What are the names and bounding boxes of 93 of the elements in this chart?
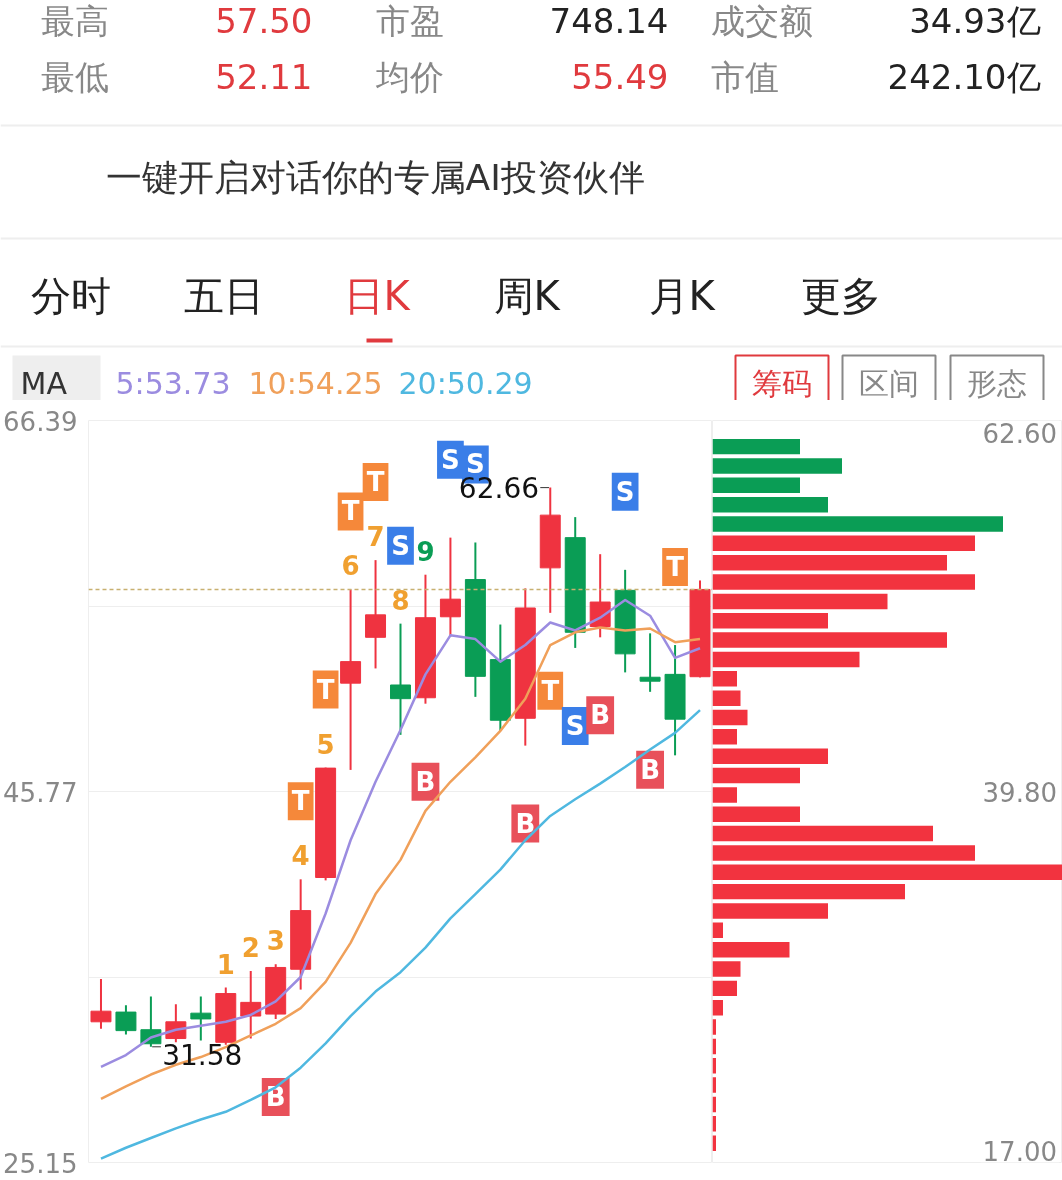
annotation: B — [515, 808, 536, 839]
candlestick — [390, 622, 411, 736]
annotation: 8 — [391, 585, 410, 616]
text: 五日 — [183, 272, 264, 319]
text: 748.14 — [549, 1, 669, 41]
text: 5:53.73 — [115, 366, 231, 401]
candlestick — [439, 536, 461, 638]
text: 形态 — [966, 366, 1027, 401]
text: 周K — [493, 272, 562, 319]
text: 52.11 — [215, 57, 313, 97]
text: 区间 — [858, 366, 919, 401]
annotation: T — [541, 675, 560, 706]
text: 更多 — [800, 272, 881, 319]
annotation: T — [366, 467, 385, 498]
bar — [712, 554, 947, 571]
annotation: 7 — [366, 522, 385, 553]
candlestick — [639, 632, 661, 693]
annotation: T — [316, 674, 335, 705]
bar — [712, 806, 800, 822]
bar — [712, 999, 723, 1016]
annotation: 62.60 — [982, 418, 1057, 449]
annotation: 3 — [266, 926, 285, 957]
annotation: 17.00 — [982, 1136, 1057, 1167]
candlestick — [190, 995, 212, 1042]
bar — [712, 574, 975, 590]
candlestick — [90, 977, 112, 1030]
annotation: 2 — [241, 933, 260, 964]
bar — [712, 593, 888, 610]
bar — [712, 825, 933, 842]
candlestick — [115, 1004, 137, 1036]
annotation: 39.80 — [982, 777, 1057, 808]
bar — [712, 961, 741, 977]
annotation: T — [666, 552, 685, 583]
annotation: B — [415, 766, 436, 797]
annotation: S — [565, 710, 585, 741]
bar — [712, 516, 1003, 532]
bar — [712, 903, 828, 919]
text: 均价 — [374, 56, 444, 97]
bar — [712, 922, 723, 939]
text: 20:50.29 — [398, 366, 533, 401]
bar — [712, 496, 828, 513]
bar — [712, 709, 748, 726]
text: 最高 — [40, 0, 109, 41]
annotation: 9 — [416, 536, 435, 567]
text: 一键开启对话你的专属AI投资伙伴 — [105, 157, 645, 198]
annotation: 6 — [341, 551, 360, 582]
text: 市值 — [710, 56, 779, 97]
text: 242.10亿 — [887, 56, 1041, 97]
bar — [712, 941, 790, 958]
bar — [712, 671, 737, 687]
bar — [712, 767, 800, 784]
bar — [712, 613, 828, 629]
annotation: 5 — [316, 729, 335, 760]
text: 10:54.25 — [248, 366, 383, 401]
text: 市盈 — [375, 0, 444, 41]
bar — [712, 477, 800, 494]
text: 最低 — [40, 56, 109, 97]
bar — [712, 845, 975, 861]
bar — [712, 864, 1062, 881]
annotation: 4 — [291, 841, 310, 872]
bar — [712, 632, 947, 648]
annotation: T — [341, 496, 360, 527]
bar — [712, 883, 905, 900]
y-tick-label: 45.77 — [3, 777, 78, 808]
annotation: S — [615, 476, 635, 507]
y-tick-label: 25.15 — [3, 1148, 78, 1179]
text: MA — [20, 366, 68, 401]
text: 月K — [648, 272, 717, 319]
y-tick-label: 66.39 — [3, 406, 78, 437]
bar — [712, 458, 842, 474]
annotation: S — [391, 530, 410, 561]
candlestick — [340, 588, 362, 771]
annotation: B — [640, 754, 661, 785]
bar — [712, 438, 800, 455]
bar — [712, 651, 860, 668]
bar — [712, 787, 737, 803]
bar — [712, 535, 975, 552]
text: 分时 — [30, 272, 111, 319]
candlestick — [365, 559, 387, 670]
text: 55.49 — [571, 57, 669, 97]
text: 成交额 — [710, 0, 813, 41]
text: 日K — [343, 272, 412, 319]
annotation: 1 — [216, 949, 235, 980]
bar — [712, 729, 737, 745]
bar — [712, 690, 741, 706]
annotation: T — [291, 786, 310, 817]
text: 57.50 — [215, 1, 313, 41]
text: 筹码 — [751, 366, 812, 401]
text: 34.93亿 — [909, 0, 1041, 41]
annotation: B — [590, 700, 611, 731]
bar — [712, 980, 737, 997]
annotation: S — [441, 444, 460, 475]
bar — [712, 748, 828, 764]
